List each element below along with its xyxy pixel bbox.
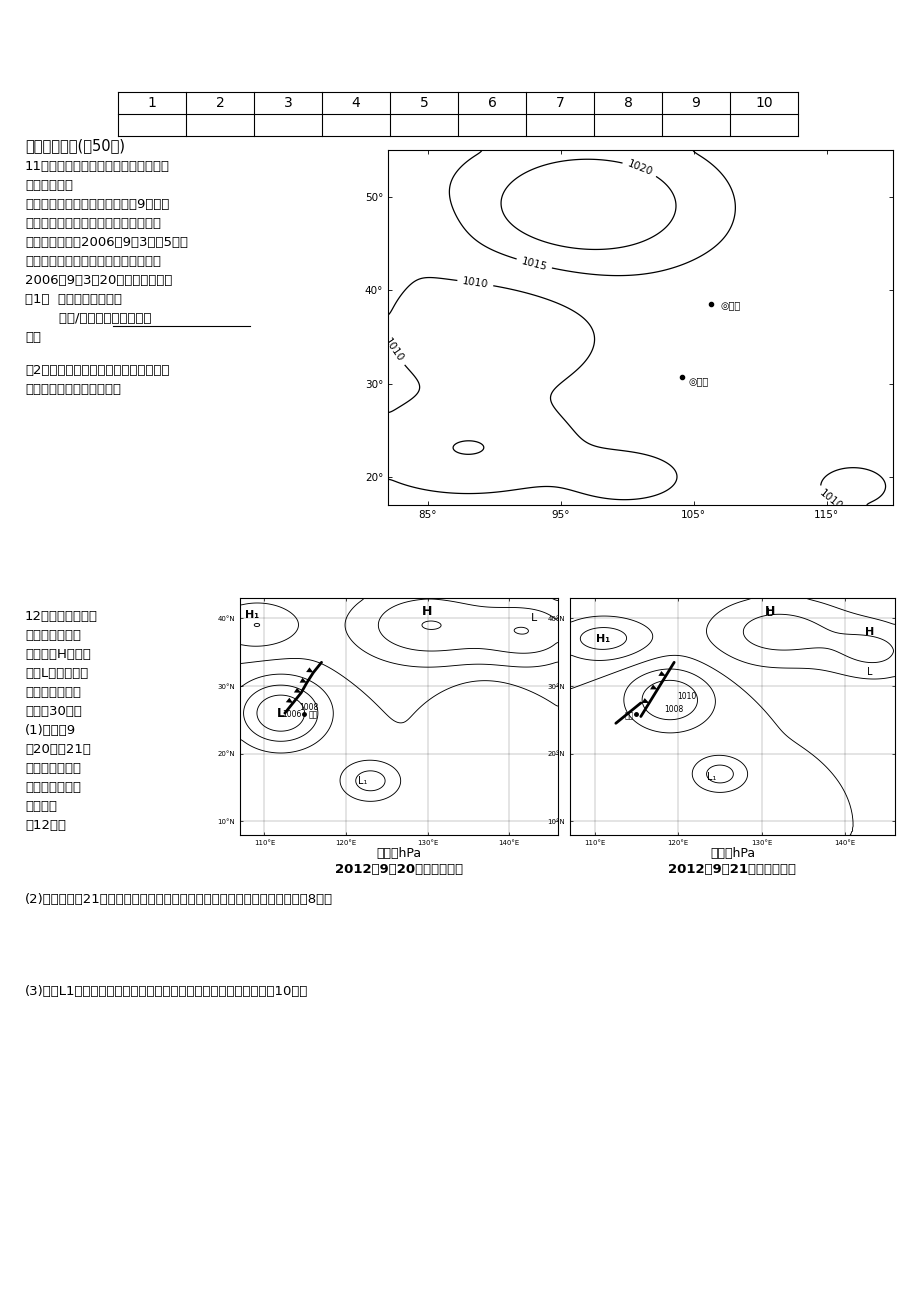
Text: 3: 3 <box>283 96 292 109</box>
Text: 并逐步影响我国大部分地区冬半年的天: 并逐步影响我国大部分地区冬半年的天 <box>25 217 161 230</box>
Text: 的原因。: 的原因。 <box>25 799 57 812</box>
Text: 10: 10 <box>754 96 772 109</box>
Text: 1020: 1020 <box>625 159 653 178</box>
Text: 读图回答下列问: 读图回答下列问 <box>25 686 81 699</box>
Text: 材料一：亚洲冷高压一般形成于9月份，: 材料一：亚洲冷高压一般形成于9月份， <box>25 198 169 211</box>
Text: 1010: 1010 <box>816 487 843 512</box>
Text: 8: 8 <box>623 96 631 109</box>
Text: L₁: L₁ <box>357 776 367 786</box>
Text: 压、L为低气压。: 压、L为低气压。 <box>25 667 88 680</box>
Text: 12．下图为我国部: 12．下图为我国部 <box>25 611 98 622</box>
Text: 单位：hPa: 单位：hPa <box>376 848 421 861</box>
Text: 1010: 1010 <box>382 336 405 363</box>
Text: 都的天气系统并简述理由。: 都的天气系统并简述理由。 <box>25 383 121 396</box>
Text: （高/低）于成都，分析成: （高/低）于成都，分析成 <box>25 312 152 326</box>
Text: H₁: H₁ <box>596 634 609 643</box>
Text: L: L <box>867 668 872 677</box>
Text: 9: 9 <box>691 96 699 109</box>
Text: 11．根据材料和图，结合所学知识，回: 11．根据材料和图，结合所学知识，回 <box>25 160 170 173</box>
Text: （2）指出图中成都的风向，判断过境成: （2）指出图中成都的风向，判断过境成 <box>25 365 169 378</box>
Text: 图，图中H为高气: 图，图中H为高气 <box>25 648 91 661</box>
Text: 7: 7 <box>555 96 563 109</box>
Text: 赣州: 赣州 <box>623 711 632 720</box>
Polygon shape <box>650 685 657 690</box>
Text: (2)在图中画出21日赣州的风向，说明其两日风力大小的变化及判断理由。（8分）: (2)在图中画出21日赣州的风向，说明其两日风力大小的变化及判断理由。（8分） <box>25 893 333 906</box>
Text: 2012年9月20日某时天气图: 2012年9月20日某时天气图 <box>335 863 462 876</box>
Text: ◎银川: ◎银川 <box>720 299 740 310</box>
Text: 1010: 1010 <box>676 691 696 700</box>
Polygon shape <box>300 678 307 682</box>
Text: 二、非选择题(入50分): 二、非选择题(入50分) <box>25 138 125 154</box>
Text: 1015: 1015 <box>519 255 548 272</box>
Text: 并分析产生变化: 并分析产生变化 <box>25 781 81 794</box>
Text: L₁: L₁ <box>706 772 716 783</box>
Text: 四川盆地经历一次暴雨过程。下图表示: 四川盆地经历一次暴雨过程。下图表示 <box>25 255 161 268</box>
Text: 2012年9月21日某时天气图: 2012年9月21日某时天气图 <box>668 863 796 876</box>
Text: 分地区两日天气: 分地区两日天气 <box>25 629 81 642</box>
Text: 答下列问题。: 答下列问题。 <box>25 178 73 191</box>
Text: 1010: 1010 <box>461 276 489 290</box>
Text: 5: 5 <box>419 96 428 109</box>
Text: H: H <box>865 626 874 637</box>
Text: 2: 2 <box>215 96 224 109</box>
Text: 气，受其影响，2006年9月3日至5日，: 气，受其影响，2006年9月3日至5日， <box>25 236 187 249</box>
Text: 单位：hPa: 单位：hPa <box>709 848 754 861</box>
Text: 1: 1 <box>147 96 156 109</box>
Text: 4: 4 <box>351 96 360 109</box>
Text: 1006: 1006 <box>281 710 301 719</box>
Text: 6: 6 <box>487 96 496 109</box>
Text: H: H <box>764 605 775 618</box>
Text: ◎成都: ◎成都 <box>687 376 708 385</box>
Text: 2006年9月3日20时地面气压场。: 2006年9月3日20时地面气压场。 <box>25 273 172 286</box>
Text: （1）  图示时间銀川气温: （1） 图示时间銀川气温 <box>25 293 122 306</box>
Text: 1008: 1008 <box>300 703 319 712</box>
Text: 赣州的天气状况: 赣州的天气状况 <box>25 762 81 775</box>
Text: L: L <box>277 707 285 720</box>
Text: H₁: H₁ <box>244 609 259 620</box>
Text: （12分）: （12分） <box>25 819 66 832</box>
Text: L: L <box>530 613 536 624</box>
Text: (3)简述L1发展强烈时给所经地区带来的天气现象及产生的影响。（10分）: (3)简述L1发展强烈时给所经地区带来的天气现象及产生的影响。（10分） <box>25 986 308 999</box>
Text: (1)分别说9: (1)分别说9 <box>25 724 76 737</box>
Polygon shape <box>658 671 665 676</box>
Text: 赣州: 赣州 <box>308 710 317 719</box>
Text: L: L <box>766 608 772 618</box>
Polygon shape <box>286 698 292 703</box>
Text: 题。（30分）: 题。（30分） <box>25 704 82 717</box>
Text: 月20日和21日: 月20日和21日 <box>25 743 91 756</box>
Text: H: H <box>422 605 432 618</box>
Polygon shape <box>641 698 649 703</box>
Text: 因。: 因。 <box>25 331 41 344</box>
Polygon shape <box>306 668 313 673</box>
Polygon shape <box>293 687 301 693</box>
Text: 1008: 1008 <box>664 706 683 715</box>
